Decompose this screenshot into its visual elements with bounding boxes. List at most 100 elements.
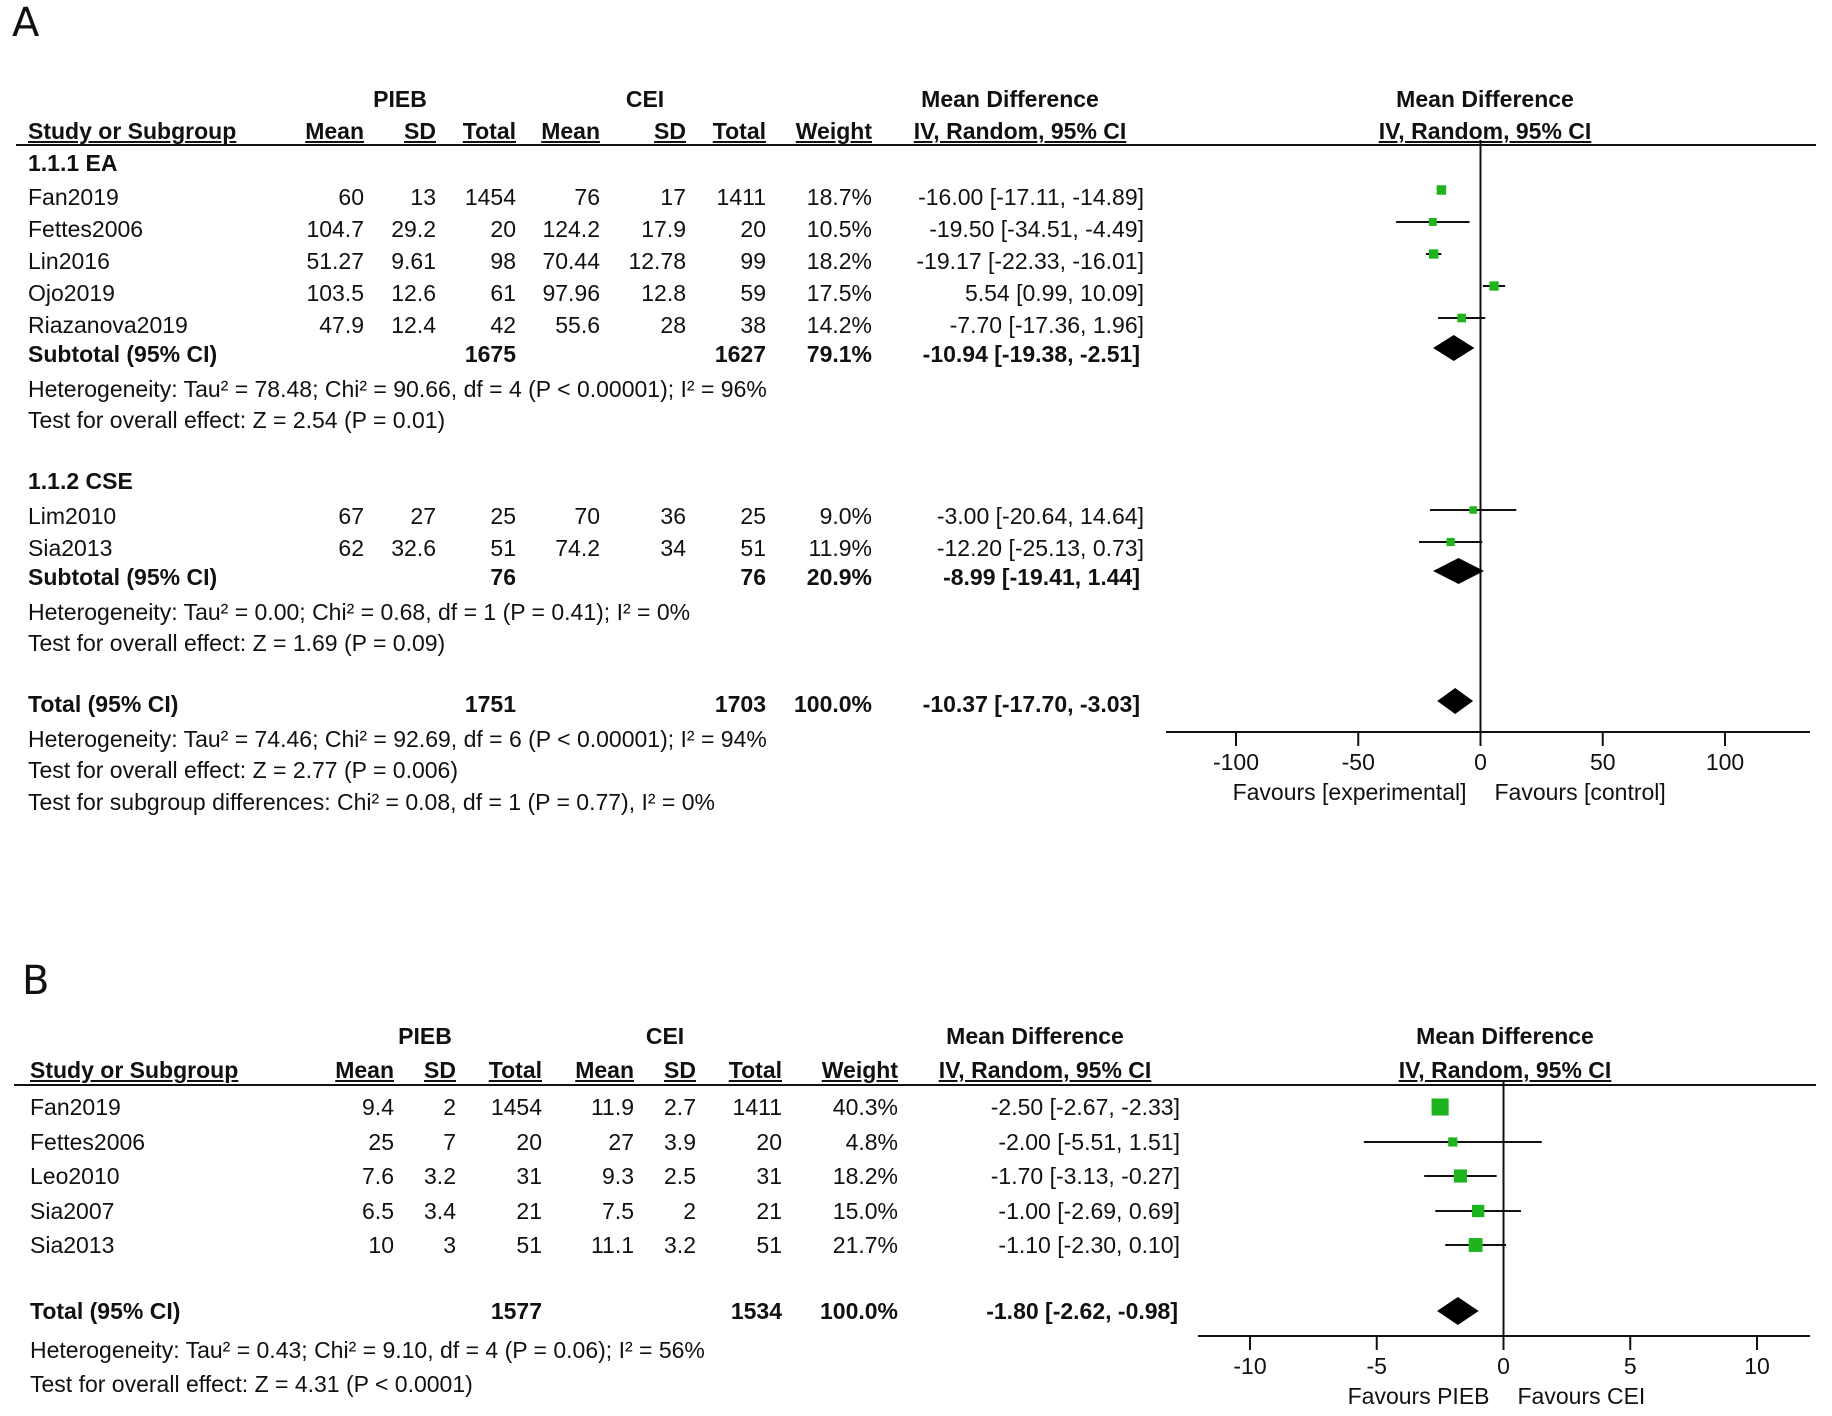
cei-sd: 2: [683, 1198, 696, 1224]
subtotal-ci: -10.94 [-19.38, -2.51]: [922, 341, 1140, 367]
header-sd1: SD: [404, 118, 436, 144]
study-marker: [1469, 506, 1477, 514]
header-mean2: Mean: [541, 118, 600, 144]
x-tick-label: -5: [1367, 1353, 1387, 1379]
md-ci: -19.17 [-22.33, -16.01]: [916, 248, 1144, 274]
total-overall-effect: Test for overall effect: Z = 4.31 (P < 0…: [30, 1371, 473, 1397]
cei-mean: 11.1: [590, 1232, 634, 1258]
cei-mean: 7.5: [602, 1198, 634, 1224]
cei-sd: 3.9: [664, 1129, 696, 1155]
x-tick-label: 0: [1497, 1353, 1510, 1379]
cei-mean: 9.3: [602, 1163, 634, 1189]
overall-effect-text: Test for overall effect: Z = 1.69 (P = 0…: [28, 630, 446, 656]
weight: 10.5%: [806, 216, 872, 242]
study-marker: [1446, 537, 1455, 547]
total-heterogeneity: Heterogeneity: Tau² = 74.46; Chi² = 92.6…: [28, 726, 767, 752]
study-name: Riazanova2019: [28, 312, 188, 338]
cei-total: 20: [756, 1129, 782, 1155]
pieb-total: 21: [516, 1198, 542, 1224]
pieb-total: 98: [490, 248, 516, 274]
cei-sd: 2.7: [664, 1094, 696, 1120]
favours-right-label: Favours [control]: [1495, 779, 1666, 805]
total-weight: 100.0%: [819, 1298, 898, 1324]
header-weight: Weight: [821, 1057, 898, 1083]
subtotal-pieb-total: 76: [490, 564, 516, 590]
forest-plot-a: -100 -50 0 50 100 Favours [experimental] Favou…: [1166, 140, 1810, 805]
pieb-sd: 3.2: [424, 1163, 456, 1189]
md-ci: -1.00 [-2.69, 0.69]: [998, 1198, 1180, 1224]
header-weight: Weight: [795, 118, 872, 144]
favours-left-label: Favours [experimental]: [1233, 779, 1467, 805]
subtotal-weight: 20.9%: [806, 564, 872, 590]
total-heterogeneity: Heterogeneity: Tau² = 0.43; Chi² = 9.10,…: [30, 1337, 705, 1363]
subtotal-cei-total: 76: [740, 564, 766, 590]
subgroup-title: 1.1.1 EA: [28, 150, 118, 176]
subtotal-diamond: [1433, 558, 1485, 584]
x-tick-label: 100: [1706, 749, 1744, 775]
pieb-total: 61: [490, 280, 516, 306]
header-plot-method: IV, Random, 95% CI: [1398, 1057, 1612, 1083]
weight: 40.3%: [832, 1094, 898, 1120]
pieb-mean: 60: [338, 184, 364, 210]
study-name: Lim2010: [28, 503, 117, 529]
weight: 17.5%: [806, 280, 872, 306]
header-rule: [16, 144, 1816, 146]
md-ci: -12.20 [-25.13, 0.73]: [936, 535, 1144, 561]
pieb-sd: 13: [410, 184, 436, 210]
study-name: Fettes2006: [28, 216, 144, 242]
pieb-total: 25: [490, 503, 516, 529]
pieb-total: 51: [516, 1232, 542, 1258]
total-label: Total (95% CI): [28, 691, 179, 717]
heterogeneity-text: Heterogeneity: Tau² = 0.00; Chi² = 0.68,…: [28, 599, 691, 625]
md-ci: -1.10 [-2.30, 0.10]: [998, 1232, 1180, 1258]
study-marker: [1436, 185, 1447, 195]
header-md-title: Mean Difference: [921, 86, 1099, 112]
md-ci: -2.50 [-2.67, -2.33]: [990, 1094, 1180, 1120]
study-name: Lin2016: [28, 248, 110, 274]
x-tick-label: -10: [1233, 1353, 1266, 1379]
header-mean1: Mean: [305, 118, 364, 144]
study-marker: [1471, 1204, 1485, 1218]
x-tick-label: 50: [1590, 749, 1616, 775]
header-study: Study or Subgroup: [28, 118, 237, 144]
cei-total: 1411: [716, 184, 766, 210]
pieb-total: 1454: [464, 184, 516, 210]
study-name: Sia2007: [30, 1198, 115, 1224]
md-ci: -16.00 [-17.11, -14.89]: [918, 184, 1144, 210]
pieb-sd: 3.4: [424, 1198, 456, 1224]
pieb-mean: 9.4: [362, 1094, 394, 1120]
total-weight: 100.0%: [793, 691, 872, 717]
pieb-mean: 7.6: [362, 1163, 394, 1189]
header-total2: Total: [712, 118, 766, 144]
cei-total: 51: [740, 535, 766, 561]
total-diamond: [1437, 1297, 1479, 1325]
header-total1: Total: [462, 118, 516, 144]
pieb-total: 42: [490, 312, 516, 338]
header-study: Study or Subgroup: [30, 1057, 239, 1083]
heterogeneity-text: Heterogeneity: Tau² = 78.48; Chi² = 90.6…: [28, 376, 767, 402]
header-md-method: IV, Random, 95% CI: [913, 118, 1127, 144]
header-group2: CEI: [645, 1023, 685, 1049]
md-ci: -3.00 [-20.64, 14.64]: [936, 503, 1144, 529]
pieb-total: 20: [490, 216, 516, 242]
header-total2: Total: [728, 1057, 782, 1083]
header-md-title: Mean Difference: [946, 1023, 1124, 1049]
pieb-mean: 6.5: [362, 1198, 394, 1224]
weight: 18.2%: [832, 1163, 898, 1189]
weight: 14.2%: [806, 312, 872, 338]
total-label: Total (95% CI): [30, 1298, 181, 1324]
pieb-total: 31: [516, 1163, 542, 1189]
subtotal-ci: -8.99 [-19.41, 1.44]: [943, 564, 1140, 590]
weight: 18.2%: [806, 248, 872, 274]
x-tick-label: -50: [1342, 749, 1375, 775]
study-marker: [1489, 281, 1499, 291]
subgroup-differences: Test for subgroup differences: Chi² = 0.…: [28, 789, 715, 815]
weight: 18.7%: [806, 184, 872, 210]
total-overall-effect: Test for overall effect: Z = 2.77 (P = 0…: [28, 757, 458, 783]
pieb-sd: 7: [443, 1129, 456, 1155]
study-marker: [1468, 1238, 1483, 1252]
cei-mean: 55.6: [555, 312, 600, 338]
study-name: Fan2019: [30, 1094, 121, 1120]
cei-mean: 97.96: [542, 280, 600, 306]
pieb-sd: 2: [443, 1094, 456, 1120]
